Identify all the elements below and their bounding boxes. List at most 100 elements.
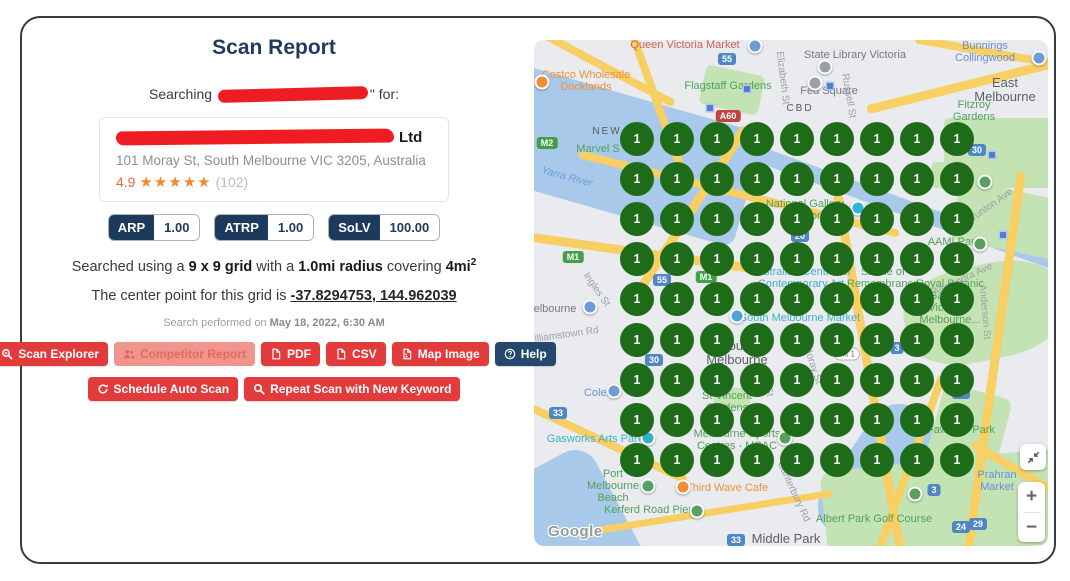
map-label-port-melbourne-beach: Port Melbourne Beach xyxy=(587,468,639,504)
grid-rank-marker[interactable]: 1 xyxy=(660,202,694,237)
grid-rank-marker[interactable]: 1 xyxy=(860,362,894,397)
grid-rank-marker[interactable]: 1 xyxy=(660,282,694,317)
grid-rank-marker[interactable]: 1 xyxy=(900,282,934,317)
grid-rank-marker[interactable]: 1 xyxy=(940,122,974,156)
grid-rank-marker[interactable]: 1 xyxy=(820,402,854,437)
grid-rank-marker[interactable]: 1 xyxy=(660,442,694,477)
grid-rank-marker[interactable]: 1 xyxy=(820,322,854,357)
grid-rank-marker[interactable]: 1 xyxy=(820,122,854,156)
grid-rank-marker[interactable]: 1 xyxy=(820,442,854,477)
grid-rank-marker[interactable]: 1 xyxy=(900,122,934,156)
grid-rank-marker[interactable]: 1 xyxy=(620,402,654,437)
grid-rank-marker[interactable]: 1 xyxy=(700,402,734,437)
grid-rank-marker[interactable]: 1 xyxy=(700,242,734,277)
map-image-button[interactable]: Map Image xyxy=(391,341,489,366)
pdf-button[interactable]: PDF xyxy=(261,341,320,366)
grid-rank-marker[interactable]: 1 xyxy=(740,282,774,317)
grid-rank-marker[interactable]: 1 xyxy=(940,162,974,197)
scan-explorer-button[interactable]: Scan Explorer xyxy=(0,341,108,366)
grid-rank-marker[interactable]: 1 xyxy=(940,242,974,277)
grid-rank-marker[interactable]: 1 xyxy=(700,362,734,397)
grid-rank-marker[interactable]: 1 xyxy=(940,282,974,317)
grid-rank-marker[interactable]: 1 xyxy=(660,322,694,357)
grid-rank-marker[interactable]: 1 xyxy=(940,322,974,357)
search-performed-line: Search performed on May 18, 2022, 6:30 A… xyxy=(30,317,518,329)
google-logo[interactable]: Google xyxy=(548,523,603,540)
grid-rank-marker[interactable]: 1 xyxy=(860,202,894,237)
grid-rank-marker[interactable]: 1 xyxy=(860,162,894,197)
grid-rank-marker[interactable]: 1 xyxy=(780,442,814,477)
grid-rank-marker[interactable]: 1 xyxy=(860,442,894,477)
grid-rank-marker[interactable]: 1 xyxy=(820,162,854,197)
grid-rank-marker[interactable]: 1 xyxy=(860,282,894,317)
grid-rank-marker[interactable]: 1 xyxy=(780,242,814,277)
grid-rank-marker[interactable]: 1 xyxy=(780,202,814,237)
google-map[interactable]: Queen Victoria Market Costco Wholesale Do… xyxy=(534,40,1048,546)
grid-rank-marker[interactable]: 1 xyxy=(620,202,654,237)
grid-rank-marker[interactable]: 1 xyxy=(700,162,734,197)
grid-rank-marker[interactable]: 1 xyxy=(620,362,654,397)
grid-rank-marker[interactable]: 1 xyxy=(620,442,654,477)
zoom-divider xyxy=(1022,511,1041,513)
grid-rank-marker[interactable]: 1 xyxy=(780,362,814,397)
grid-rank-marker[interactable]: 1 xyxy=(660,402,694,437)
grid-rank-marker[interactable]: 1 xyxy=(900,242,934,277)
grid-rank-marker[interactable]: 1 xyxy=(700,122,734,156)
grid-rank-marker[interactable]: 1 xyxy=(740,242,774,277)
grid-rank-marker[interactable]: 1 xyxy=(820,282,854,317)
grid-rank-marker[interactable]: 1 xyxy=(620,162,654,197)
csv-button[interactable]: CSV xyxy=(326,341,386,366)
grid-rank-marker[interactable]: 1 xyxy=(780,122,814,156)
schedule-auto-scan-button[interactable]: Schedule Auto Scan xyxy=(87,376,239,401)
map-label-costco-wholesale-docklands: Costco Wholesale Docklands xyxy=(541,69,631,93)
grid-rank-marker[interactable]: 1 xyxy=(620,122,654,156)
grid-rank-marker[interactable]: 1 xyxy=(620,282,654,317)
grid-rank-marker[interactable]: 1 xyxy=(700,442,734,477)
grid-rank-marker[interactable]: 1 xyxy=(900,362,934,397)
grid-rank-marker[interactable]: 1 xyxy=(700,282,734,317)
grid-rank-marker[interactable]: 1 xyxy=(860,322,894,357)
zoom-in-button[interactable]: + xyxy=(1025,485,1038,507)
collapse-map-button[interactable] xyxy=(1020,444,1046,470)
zoom-out-button[interactable]: − xyxy=(1025,516,1038,538)
grid-rank-marker[interactable]: 1 xyxy=(940,202,974,237)
competitor-report-button[interactable]: Competitor Report xyxy=(114,341,255,366)
grid-rank-marker[interactable]: 1 xyxy=(740,322,774,357)
grid-rank-marker[interactable]: 1 xyxy=(900,402,934,437)
grid-rank-marker[interactable]: 1 xyxy=(660,162,694,197)
repeat-scan-with-new-keyword-button[interactable]: Repeat Scan with New Keyword xyxy=(244,376,461,401)
grid-rank-marker[interactable]: 1 xyxy=(660,362,694,397)
grid-rank-marker[interactable]: 1 xyxy=(700,202,734,237)
grid-rank-marker[interactable]: 1 xyxy=(740,442,774,477)
grid-rank-marker[interactable]: 1 xyxy=(660,242,694,277)
grid-rank-marker[interactable]: 1 xyxy=(900,162,934,197)
center-coordinates-link[interactable]: -37.8294753, 144.962039 xyxy=(290,287,457,304)
grid-rank-marker[interactable]: 1 xyxy=(860,122,894,156)
grid-rank-marker[interactable]: 1 xyxy=(740,402,774,437)
grid-rank-marker[interactable]: 1 xyxy=(900,442,934,477)
grid-rank-marker[interactable]: 1 xyxy=(780,322,814,357)
grid-rank-marker[interactable]: 1 xyxy=(940,402,974,437)
grid-rank-marker[interactable]: 1 xyxy=(700,322,734,357)
grid-rank-marker[interactable]: 1 xyxy=(780,282,814,317)
help-button[interactable]: Help xyxy=(494,341,556,366)
grid-rank-marker[interactable]: 1 xyxy=(740,202,774,237)
grid-rank-marker[interactable]: 1 xyxy=(940,362,974,397)
grid-rank-marker[interactable]: 1 xyxy=(620,322,654,357)
grid-rank-marker[interactable]: 1 xyxy=(860,242,894,277)
grid-rank-marker[interactable]: 1 xyxy=(780,402,814,437)
grid-rank-marker[interactable]: 1 xyxy=(780,162,814,197)
grid-rank-marker[interactable]: 1 xyxy=(740,362,774,397)
grid-rank-marker[interactable]: 1 xyxy=(740,122,774,156)
grid-rank-marker[interactable]: 1 xyxy=(820,202,854,237)
grid-rank-marker[interactable]: 1 xyxy=(620,242,654,277)
grid-rank-marker[interactable]: 1 xyxy=(900,202,934,237)
route-shield-3: 3 xyxy=(927,484,941,496)
grid-rank-marker[interactable]: 1 xyxy=(900,322,934,357)
grid-rank-marker[interactable]: 1 xyxy=(820,242,854,277)
grid-rank-marker[interactable]: 1 xyxy=(820,362,854,397)
grid-rank-marker[interactable]: 1 xyxy=(860,402,894,437)
grid-rank-marker[interactable]: 1 xyxy=(940,442,974,477)
grid-rank-marker[interactable]: 1 xyxy=(740,162,774,197)
grid-rank-marker[interactable]: 1 xyxy=(660,122,694,156)
